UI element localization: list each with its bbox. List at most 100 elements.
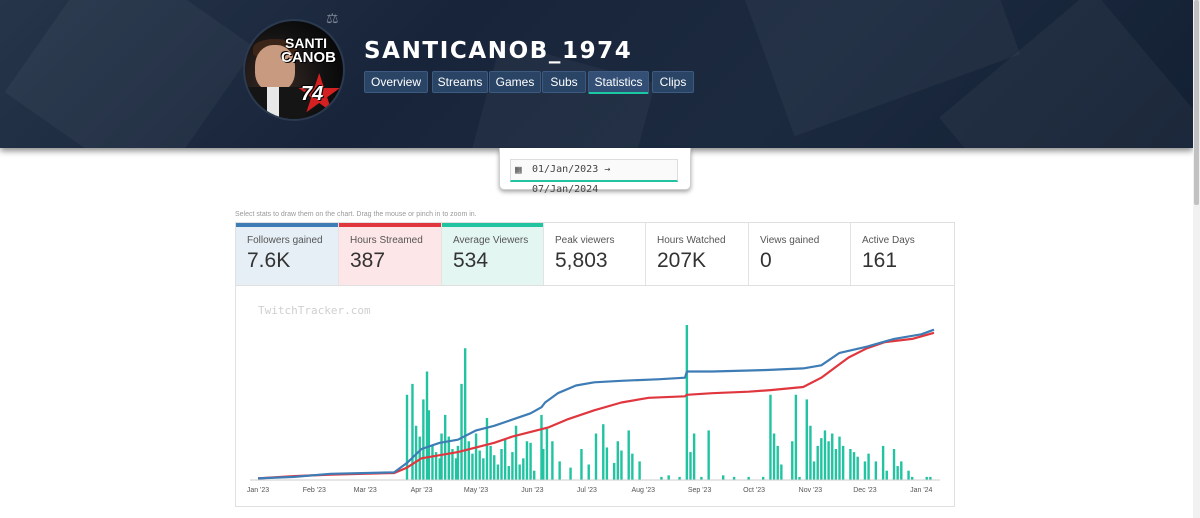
x-tick-label: Aug '23 [631, 487, 655, 494]
viewers-bar [503, 439, 507, 480]
stat-hours-streamed[interactable]: Hours Streamed 387 [339, 223, 442, 285]
tab-subs[interactable]: Subs [542, 71, 586, 93]
viewers-bar [456, 445, 460, 480]
viewers-bar [678, 476, 681, 480]
date-range-panel: ▦ 01/Jan/2023 → 07/Jan/2024 [499, 148, 691, 195]
viewers-bar [929, 476, 932, 480]
viewers-bar [569, 467, 572, 480]
viewers-bar [485, 418, 489, 480]
chart-lines [257, 328, 935, 480]
viewers-bar [849, 449, 852, 480]
viewers-bar [907, 470, 910, 480]
viewers-bar [841, 445, 845, 480]
tab-streams[interactable]: Streams [432, 71, 488, 93]
x-axis-ticks: Jan '23 Feb '23 Mar '23 Apr '23 May '23 Jun '… [247, 487, 933, 494]
x-tick-label: Nov '23 [799, 487, 823, 494]
viewers-bar [533, 470, 536, 480]
viewers-bar [834, 449, 838, 480]
viewers-bar [925, 476, 928, 480]
viewers-bar [551, 441, 554, 480]
viewers-bar [482, 458, 485, 480]
viewers-bar [425, 371, 429, 480]
viewers-bar [525, 441, 529, 480]
viewers-bar [780, 464, 783, 480]
viewers-bar [772, 433, 776, 480]
viewers-bar [431, 445, 434, 480]
viewers-bar [692, 433, 696, 480]
stat-hours-watched[interactable]: Hours Watched 207K [646, 223, 749, 285]
viewers-bar [463, 348, 467, 480]
viewers-bar [545, 428, 549, 480]
x-tick-label: Feb '23 [303, 487, 326, 494]
viewers-bar [478, 450, 481, 480]
x-tick-label: Oct '23 [743, 487, 765, 494]
viewers-bar [827, 441, 830, 480]
stats-chart[interactable]: TwitchTracker.com Jan '23 Feb '23 Mar '23 A… [235, 284, 955, 507]
viewers-bar [540, 414, 543, 480]
viewers-bar [454, 458, 458, 480]
viewers-bar [427, 410, 431, 480]
viewers-bar [587, 464, 590, 480]
stats-selector: Followers gained 7.6K Hours Streamed 387… [235, 222, 955, 286]
viewers-bar [791, 441, 794, 480]
star-icon: ★ [295, 64, 344, 121]
viewers-bar [489, 445, 492, 480]
viewers-bar [542, 449, 545, 480]
viewers-bar [769, 394, 772, 480]
tab-overview[interactable]: Overview [364, 71, 428, 93]
viewers-bar [685, 325, 689, 480]
x-tick-label: Sep '23 [688, 487, 712, 494]
hours-streamed-line [257, 331, 935, 480]
viewers-bar [627, 430, 630, 480]
viewers-bar [831, 433, 834, 480]
viewers-bar [874, 461, 878, 480]
stat-followers-gained[interactable]: Followers gained 7.6K [236, 223, 339, 285]
viewers-bar [638, 461, 641, 480]
viewers-bar [467, 441, 470, 480]
chart-canvas[interactable]: TwitchTracker.com Jan '23 Feb '23 Mar '23 A… [236, 284, 954, 506]
channel-header: ★ SANTI CANOB 74 ⚖ SANTICANOB_1974 Overv… [0, 0, 1193, 148]
viewers-bar [776, 445, 779, 480]
viewers-bar [451, 449, 454, 480]
x-tick-label: Mar '23 [354, 487, 377, 494]
channel-title: SANTICANOB_1974 [364, 38, 633, 64]
viewers-bar [805, 399, 808, 480]
viewers-bar [558, 461, 561, 480]
viewers-bar [812, 461, 816, 480]
channel-avatar[interactable]: ★ SANTI CANOB 74 [243, 19, 345, 121]
tab-statistics[interactable]: Statistics [588, 71, 649, 94]
viewers-bar [522, 458, 525, 480]
chart-watermark: TwitchTracker.com [258, 304, 371, 317]
chart-hint: Select stats to draw them on the chart. … [235, 211, 477, 218]
viewers-bar [863, 461, 867, 480]
viewers-bar [885, 470, 888, 480]
viewers-bar [500, 449, 503, 480]
viewers-bar [511, 452, 514, 480]
tab-games[interactable]: Games [489, 71, 541, 93]
viewers-bar [529, 442, 532, 480]
viewers-bar [474, 433, 478, 480]
date-range-picker[interactable]: ▦ 01/Jan/2023 → 07/Jan/2024 [510, 159, 678, 195]
tab-clips[interactable]: Clips [652, 71, 694, 93]
viewers-bar [460, 383, 463, 480]
scale-icon[interactable]: ⚖ [326, 10, 339, 26]
viewers-bar [496, 464, 500, 480]
viewers-bar [620, 450, 623, 480]
x-tick-label: May '23 [464, 487, 488, 494]
viewers-bar [856, 456, 859, 480]
page-scrollbar[interactable] [1193, 0, 1200, 518]
stat-views-gained[interactable]: Views gained 0 [749, 223, 851, 285]
stat-peak-viewers[interactable]: Peak viewers 5,803 [544, 223, 646, 285]
x-tick-label: Dec '23 [853, 487, 877, 494]
x-tick-label: Jul '23 [577, 487, 597, 494]
viewers-bar [910, 476, 914, 480]
viewers-bars [405, 325, 932, 480]
stat-active-days[interactable]: Active Days 161 [862, 235, 915, 272]
viewers-bar [761, 476, 765, 480]
viewers-bar [722, 475, 725, 480]
viewers-bar [820, 438, 823, 480]
stat-average-viewers[interactable]: Average Viewers 534 [442, 223, 544, 285]
viewers-bar [447, 436, 451, 480]
viewers-bar [823, 430, 827, 480]
viewers-bar [612, 462, 616, 480]
